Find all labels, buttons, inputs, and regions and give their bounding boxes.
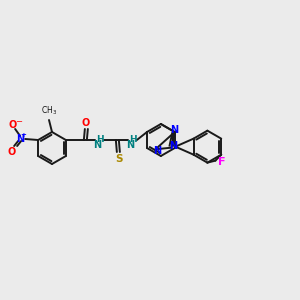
Text: O: O <box>8 120 16 130</box>
Text: N: N <box>169 141 177 151</box>
Text: N: N <box>16 134 24 144</box>
Text: H: H <box>96 134 104 143</box>
Text: H: H <box>129 134 137 143</box>
Text: N: N <box>153 146 161 156</box>
Text: S: S <box>115 154 123 164</box>
Text: N: N <box>126 140 134 150</box>
Text: CH$_3$: CH$_3$ <box>41 104 57 117</box>
Text: −: − <box>15 118 22 127</box>
Text: O: O <box>82 118 90 128</box>
Text: O: O <box>7 147 15 157</box>
Text: N: N <box>93 140 101 150</box>
Text: N: N <box>170 125 178 135</box>
Text: F: F <box>218 157 225 167</box>
Text: +: + <box>20 132 26 138</box>
